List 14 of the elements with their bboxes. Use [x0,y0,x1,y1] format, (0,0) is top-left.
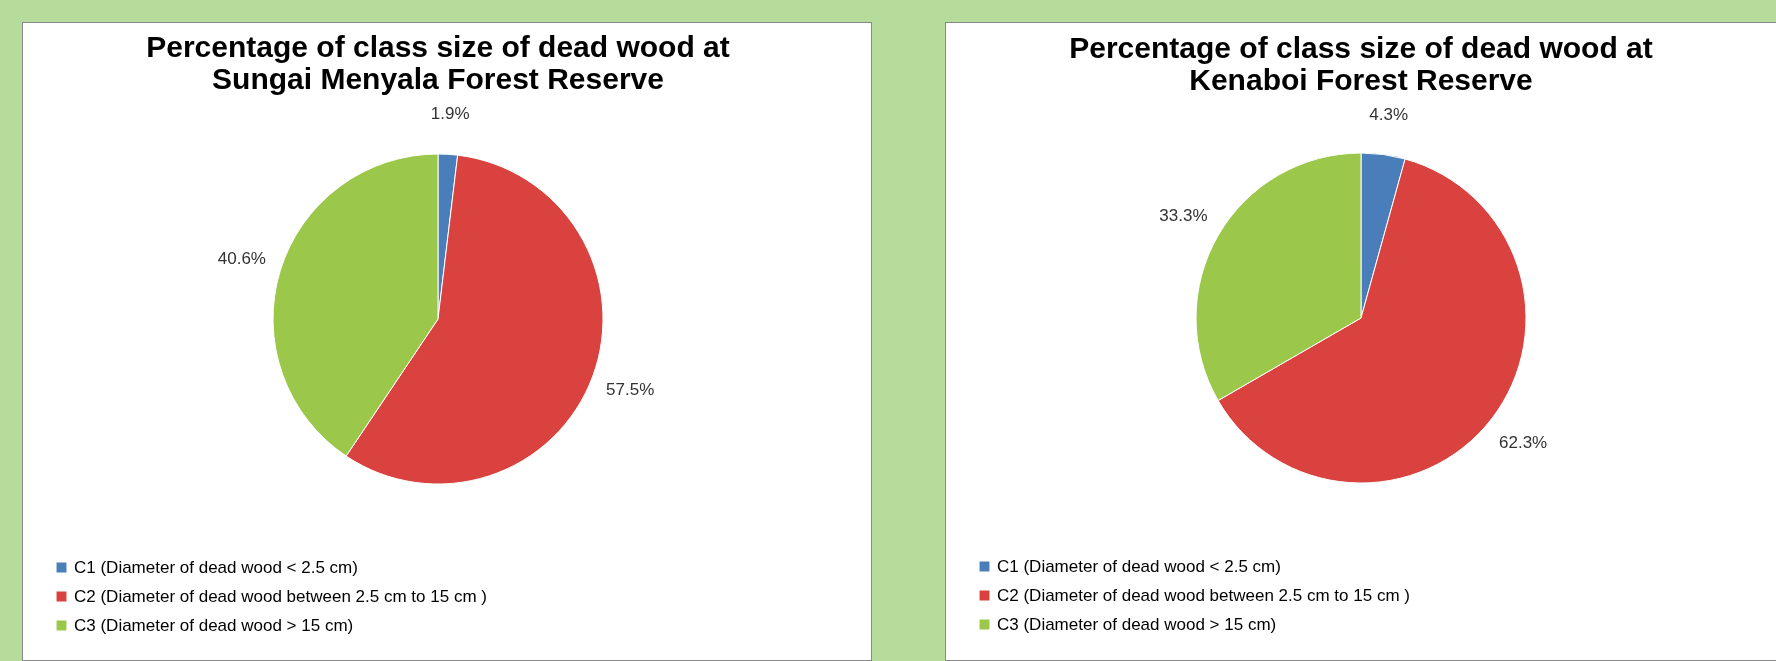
chart-title: Percentage of class size of dead wood at Kenaboi Forest Reserve [1069,30,1653,96]
chart-title: Percentage of class size of dead wood at Sungai Menyala Forest Reserve [146,30,730,96]
legend-label: C1 (Diameter of dead wood < 2.5 cm) [997,556,1281,576]
data-label: 1.9% [430,104,470,124]
legend-label: C1 (Diameter of dead wood < 2.5 cm) [74,557,358,577]
legend-label: C3 (Diameter of dead wood > 15 cm) [997,614,1277,634]
legend-label: C3 (Diameter of dead wood > 15 cm) [74,615,354,635]
legend-label: C2 (Diameter of dead wood between 2.5 cm to 15 cm ) [74,586,487,606]
data-label: 40.6% [217,249,266,269]
legend-label: C2 (Diameter of dead wood between 2.5 cm to 15 cm ) [997,585,1410,605]
data-label: 57.5% [606,380,655,400]
data-label: 62.3% [1498,433,1548,453]
data-label: 33.3% [1159,205,1208,225]
data-label: 4.3% [1369,104,1409,124]
